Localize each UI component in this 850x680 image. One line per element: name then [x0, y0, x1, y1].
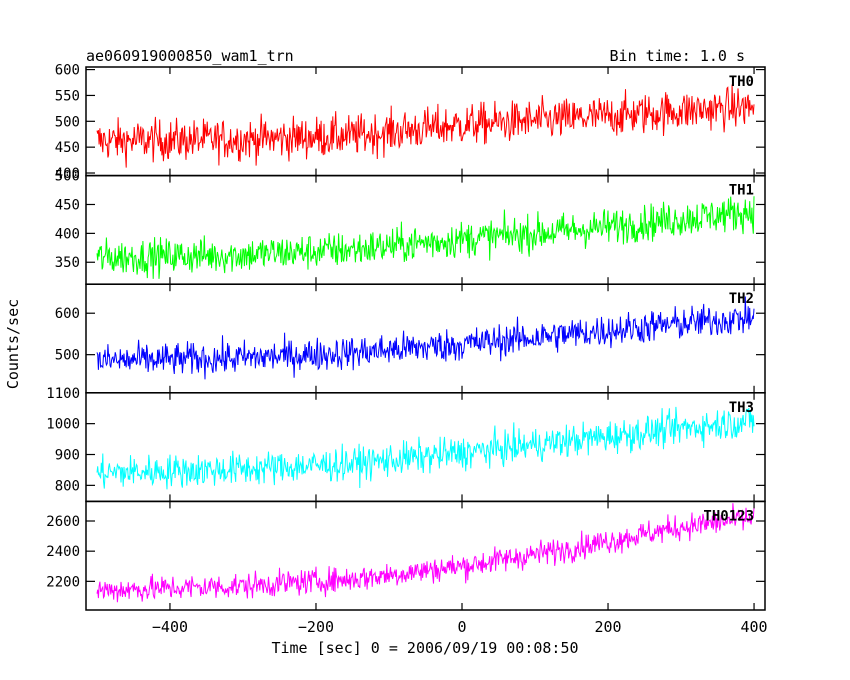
- x-tick-label: 200: [594, 618, 621, 636]
- x-tick-label: 400: [741, 618, 768, 636]
- y-tick-label: 2400: [46, 544, 80, 560]
- series-label-th1: TH1: [729, 183, 754, 199]
- y-tick-label: 1100: [46, 386, 80, 402]
- y-tick-label: 550: [55, 88, 80, 104]
- panel-th1: 350 400 450 500 TH1: [55, 169, 766, 285]
- x-tick-label: −200: [298, 618, 334, 636]
- panels-group: 400 450 500 550 600 TH0 350 400 450 500 TH1 500 600 T…: [46, 63, 766, 611]
- x-axis-label: Time [sec] 0 = 2006/09/19 00:08:50: [271, 639, 578, 657]
- panel-th0: 400 450 500 550 600 TH0: [55, 63, 766, 182]
- series-line-th2: [96, 296, 755, 380]
- y-tick-label: 800: [55, 478, 80, 494]
- y-tick-label: 500: [55, 348, 80, 364]
- y-tick-label: 600: [55, 306, 80, 322]
- y-tick-label: 2600: [46, 514, 80, 530]
- y-tick-label: 900: [55, 448, 80, 464]
- y-axis-label: Counts/sec: [4, 299, 22, 389]
- y-tick-label: 2200: [46, 574, 80, 590]
- x-tick-label: −400: [152, 618, 188, 636]
- series-label-th2: TH2: [729, 291, 754, 307]
- series-line-th0: [96, 84, 755, 168]
- panel-th3: 800 900 1000 1100 TH3: [46, 386, 766, 503]
- y-tick-label: 500: [55, 169, 80, 185]
- y-tick-label: 400: [55, 166, 80, 182]
- series-label-th3: TH3: [729, 400, 754, 416]
- y-tick-label: 600: [55, 63, 80, 79]
- y-tick-label: 350: [55, 255, 80, 271]
- panel-th2: 500 600 TH2: [55, 283, 766, 394]
- y-tick-label: 1000: [46, 417, 80, 433]
- series-label-th0123: TH0123: [703, 508, 754, 524]
- bin-time-label: Bin time: 1.0 s: [610, 47, 745, 65]
- panel-frame: [85, 174, 766, 285]
- panel-frame: [85, 500, 766, 611]
- panel-th0123: 2200 2400 2600 TH0123: [46, 500, 766, 611]
- x-tick-label: 0: [457, 618, 466, 636]
- chart-title: ae060919000850_wam1_trn: [86, 47, 294, 65]
- y-tick-label: 450: [55, 197, 80, 213]
- panel-frame: [85, 283, 766, 394]
- x-tick-labels: −400 −200 0 200 400: [152, 618, 768, 636]
- series-line-th0123: [96, 503, 755, 603]
- series-line-th3: [96, 406, 755, 490]
- series-label-th0: TH0: [729, 74, 754, 90]
- y-tick-label: 500: [55, 114, 80, 130]
- y-tick-label: 400: [55, 226, 80, 242]
- series-line-th1: [96, 196, 755, 279]
- y-tick-label: 450: [55, 140, 80, 156]
